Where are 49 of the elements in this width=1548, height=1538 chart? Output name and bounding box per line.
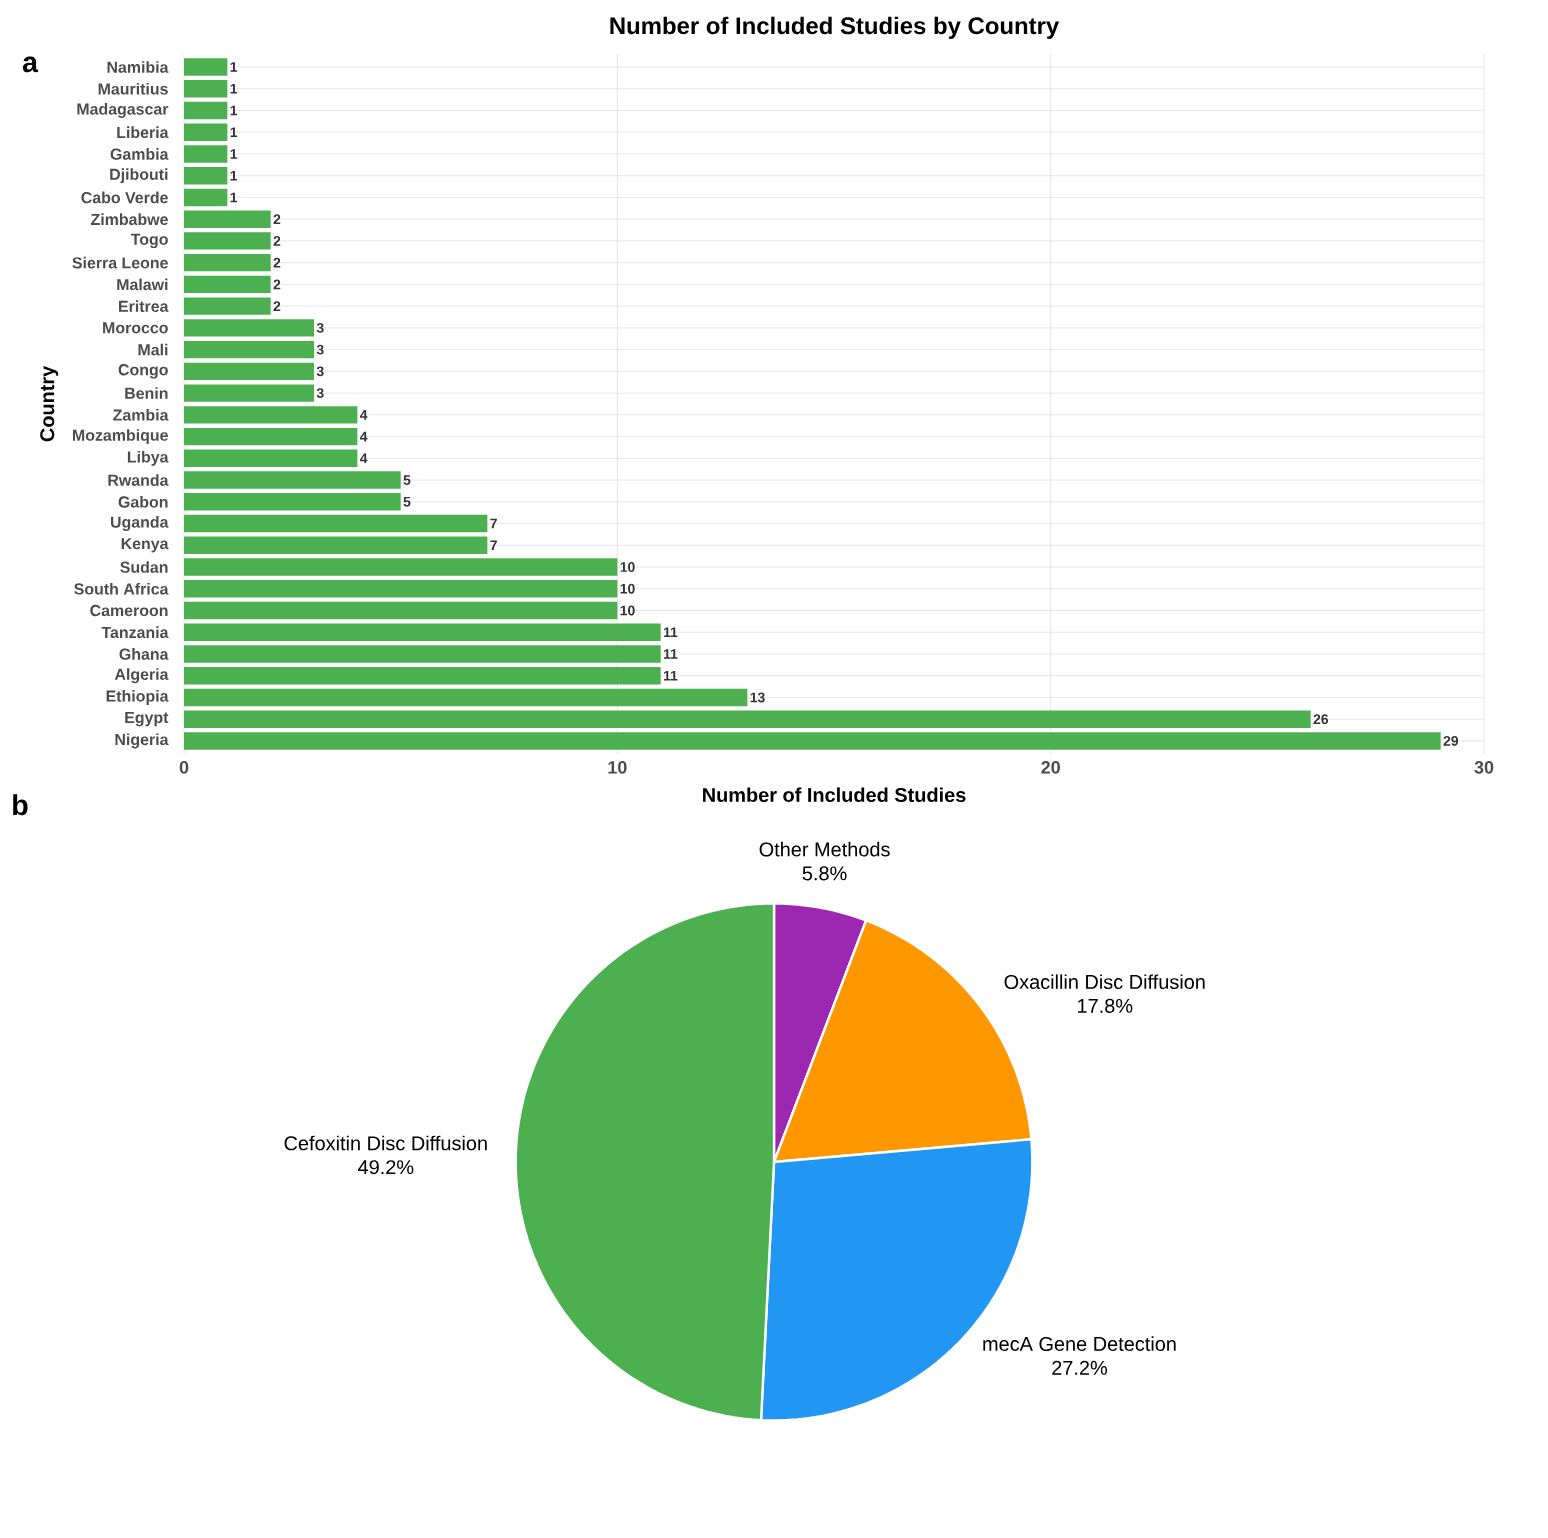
data-label: 49.2% [358, 1160, 414, 1175]
bar [184, 167, 228, 185]
x-tick-label: 20 [1041, 761, 1060, 774]
bar [184, 275, 271, 294]
y-axis-title: Country [40, 365, 59, 442]
bar [184, 58, 228, 76]
bar [184, 210, 271, 228]
bar [184, 253, 271, 272]
bar [184, 580, 618, 598]
slice-label: Other Methods [759, 841, 890, 857]
bar [184, 384, 315, 402]
bar [184, 80, 228, 98]
bar [184, 123, 228, 141]
bar [184, 319, 315, 337]
bar [184, 536, 488, 554]
data-label: 17.8% [1078, 998, 1133, 1013]
bar [184, 514, 488, 533]
slice-label: Oxacillin Disc Diffusion [1004, 974, 1205, 990]
bar [184, 623, 661, 641]
bar [184, 232, 271, 250]
bar [184, 145, 228, 163]
bar [184, 449, 358, 468]
bar [184, 340, 315, 359]
bar [184, 406, 358, 424]
bar [184, 471, 401, 489]
bar [184, 601, 618, 620]
text: a [22, 56, 39, 73]
x-tick-label: 30 [1474, 761, 1494, 774]
bar [184, 101, 228, 120]
bar [184, 427, 358, 446]
bar [184, 297, 271, 315]
bar [184, 732, 1441, 750]
slice-label: mecA Gene Detection [983, 1336, 1176, 1351]
data-label: 5.8% [802, 866, 847, 881]
x-tick-label: 0 [179, 761, 189, 774]
x-tick-label: 10 [608, 761, 627, 774]
bar [184, 493, 401, 511]
bar [184, 645, 661, 663]
bar [184, 688, 748, 707]
bar [184, 558, 618, 576]
bar [184, 362, 315, 381]
bar [184, 667, 661, 685]
data-label: 27.2% [1052, 1360, 1108, 1375]
chart-title: Number of Included Studies by Country [610, 16, 1060, 39]
slice-label: Cefoxitin Disc Diffusion [284, 1135, 487, 1151]
bar [184, 710, 1311, 728]
x-axis-title: Number of Included Studies [703, 787, 966, 803]
text: b [13, 794, 28, 816]
bar [184, 188, 228, 207]
